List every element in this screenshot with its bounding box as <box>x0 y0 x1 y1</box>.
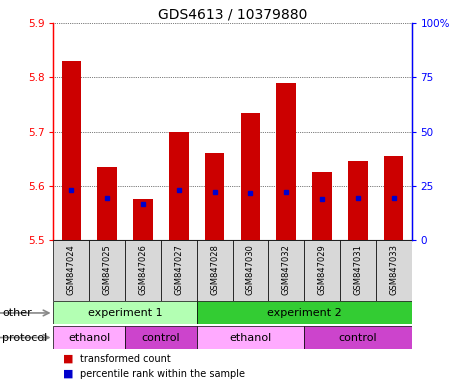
Bar <box>53 326 125 349</box>
Text: GSM847026: GSM847026 <box>139 244 147 295</box>
Bar <box>197 301 412 324</box>
Bar <box>169 131 189 240</box>
Bar <box>348 161 368 240</box>
Text: control: control <box>141 333 180 343</box>
Text: ■: ■ <box>63 369 73 379</box>
Bar <box>268 240 304 301</box>
Bar <box>161 240 197 301</box>
Text: other: other <box>2 308 32 318</box>
Text: GSM847031: GSM847031 <box>353 244 362 295</box>
Text: experiment 2: experiment 2 <box>267 308 341 318</box>
Bar <box>205 153 225 240</box>
Text: percentile rank within the sample: percentile rank within the sample <box>80 369 246 379</box>
Bar <box>125 240 161 301</box>
Text: ethanol: ethanol <box>68 333 110 343</box>
Text: ethanol: ethanol <box>229 333 272 343</box>
Bar <box>133 199 153 240</box>
Text: protocol: protocol <box>2 333 47 343</box>
Bar <box>304 240 340 301</box>
Text: ■: ■ <box>63 354 73 364</box>
Bar <box>340 240 376 301</box>
Bar <box>384 156 404 240</box>
Text: control: control <box>339 333 377 343</box>
Title: GDS4613 / 10379880: GDS4613 / 10379880 <box>158 8 307 22</box>
Bar <box>53 240 89 301</box>
Bar <box>61 61 81 240</box>
Bar <box>197 326 304 349</box>
Text: GSM847030: GSM847030 <box>246 244 255 295</box>
Bar <box>89 240 125 301</box>
Bar <box>125 326 197 349</box>
Text: GSM847028: GSM847028 <box>210 244 219 295</box>
Text: transformed count: transformed count <box>80 354 171 364</box>
Text: GSM847029: GSM847029 <box>318 244 326 295</box>
Bar <box>197 240 232 301</box>
Text: GSM847025: GSM847025 <box>103 244 112 295</box>
Bar <box>276 83 296 240</box>
Text: GSM847027: GSM847027 <box>174 244 183 295</box>
Bar <box>240 113 260 240</box>
Text: experiment 1: experiment 1 <box>88 308 162 318</box>
Text: GSM847032: GSM847032 <box>282 244 291 295</box>
Bar <box>232 240 268 301</box>
Bar <box>312 172 332 240</box>
Bar <box>53 301 197 324</box>
Bar <box>376 240 412 301</box>
Bar <box>304 326 412 349</box>
Text: GSM847024: GSM847024 <box>67 244 76 295</box>
Bar <box>97 167 117 240</box>
Text: GSM847033: GSM847033 <box>389 244 398 295</box>
